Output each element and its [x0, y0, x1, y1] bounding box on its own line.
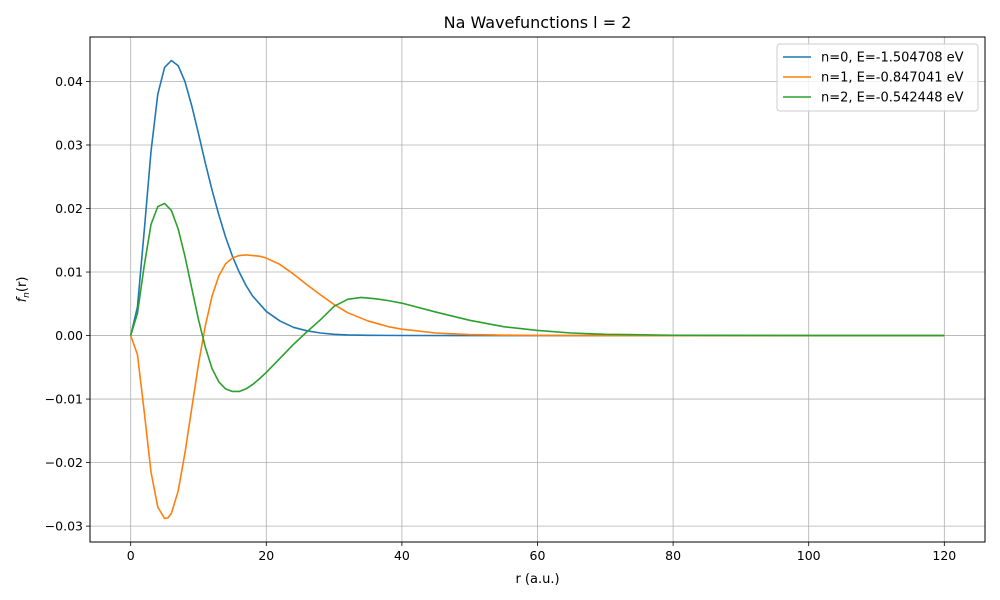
x-tick-label: 40 — [394, 548, 410, 563]
y-tick-label: 0.03 — [55, 137, 83, 152]
series-line-n1 — [129, 254, 945, 520]
y-tick-label: 0.02 — [55, 201, 83, 216]
y-tick-label: −0.03 — [45, 519, 83, 534]
y-axis-label-tail: (r) — [15, 277, 30, 293]
legend-label-n2: n=2, E=-0.542448 eV — [821, 91, 964, 106]
x-tick-label: 0 — [127, 548, 135, 563]
y-tick-label: −0.01 — [45, 392, 83, 407]
legend-label-n1: n=1, E=-0.847041 eV — [821, 71, 964, 86]
y-tick-label: −0.02 — [45, 455, 83, 470]
legend: n=0, E=-1.504708 eV n=1, E=-0.847041 eV n=… — [776, 43, 979, 112]
x-tick-label: 60 — [530, 548, 546, 563]
y-tick-label: 0.00 — [55, 328, 83, 343]
chart-title: Na Wavefunctions l = 2 — [444, 13, 632, 32]
series-lines — [129, 59, 945, 520]
x-tick-label: 80 — [665, 548, 681, 563]
axis-ticks: 0 20 40 60 80 100 120 −0.03 −0.02 −0.01 0.00 0.01 0.… — [45, 74, 957, 563]
x-tick-label: 20 — [258, 548, 274, 563]
series-line-n2 — [129, 202, 945, 393]
x-tick-label: 100 — [797, 548, 821, 563]
x-axis-label: r (a.u.) — [515, 572, 559, 587]
legend-box — [776, 43, 979, 112]
x-tick-label: 120 — [932, 548, 956, 563]
y-tick-label: 0.04 — [55, 74, 83, 89]
y-axis-label-sub: n — [22, 292, 32, 298]
series-line-n0 — [129, 59, 945, 337]
legend-label-n0: n=0, E=-1.504708 eV — [821, 51, 964, 66]
y-tick-label: 0.01 — [55, 265, 83, 280]
y-axis-label-main: f — [15, 295, 30, 302]
y-axis-label: fn(r) — [15, 277, 32, 303]
